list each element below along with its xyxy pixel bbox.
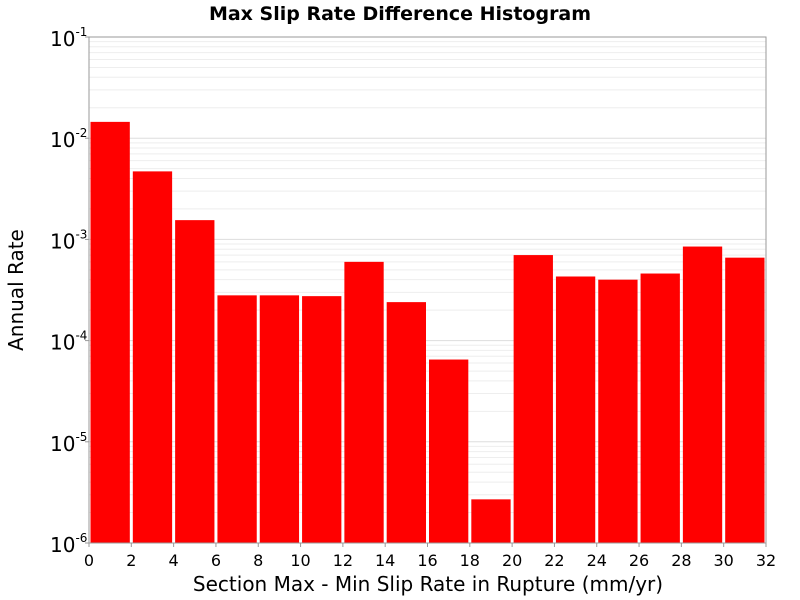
x-tick-label: 28 [671, 551, 691, 570]
x-tick-label: 2 [126, 551, 136, 570]
histogram-bar [429, 359, 469, 543]
y-tick-label: 10-1 [50, 25, 87, 51]
y-axis-ticks: 10-1 10-2 10-3 10-4 10-5 10-6 [50, 25, 89, 557]
y-tick-label: 10-6 [50, 531, 87, 557]
histogram-bar [640, 273, 680, 543]
x-axis-ticks: 0 2 4 6 8 10 12 14 16 18 20 22 24 26 28 30 32 [84, 543, 776, 570]
x-tick-label: 26 [629, 551, 649, 570]
histogram-bar [471, 499, 511, 543]
histogram-bar [175, 220, 215, 543]
histogram-bar [682, 246, 723, 544]
chart-title: Max Slip Rate Difference Histogram [209, 3, 591, 25]
y-tick-label: 10-2 [50, 126, 87, 152]
x-axis-label: Section Max - Min Slip Rate in Rupture (… [193, 572, 663, 596]
histogram-bar [259, 295, 300, 543]
x-tick-label: 24 [587, 551, 607, 570]
bars [90, 121, 765, 544]
x-tick-label: 4 [169, 551, 179, 570]
x-tick-label: 14 [375, 551, 395, 570]
histogram-bar [725, 257, 765, 543]
x-tick-label: 16 [417, 551, 437, 570]
histogram-bar [513, 255, 553, 543]
histogram-bar [386, 302, 426, 543]
histogram-bar [302, 296, 342, 543]
x-tick-label: 18 [460, 551, 480, 570]
histogram-bar [344, 261, 384, 543]
histogram-bar [598, 279, 638, 543]
y-tick-label: 10-3 [50, 227, 87, 253]
y-tick-label: 10-5 [50, 430, 87, 456]
x-tick-label: 6 [211, 551, 221, 570]
histogram-bar [555, 276, 596, 543]
x-tick-label: 32 [756, 551, 776, 570]
y-axis-label: Annual Rate [4, 229, 28, 351]
x-tick-label: 10 [290, 551, 310, 570]
histogram-bar [132, 171, 173, 543]
x-tick-label: 20 [502, 551, 522, 570]
histogram-bar [217, 295, 257, 543]
x-tick-label: 12 [333, 551, 353, 570]
x-tick-label: 0 [84, 551, 94, 570]
histogram-bar [90, 121, 130, 543]
x-tick-label: 22 [544, 551, 564, 570]
y-tick-label: 10-4 [50, 329, 87, 355]
x-tick-label: 8 [253, 551, 263, 570]
x-tick-label: 30 [714, 551, 734, 570]
